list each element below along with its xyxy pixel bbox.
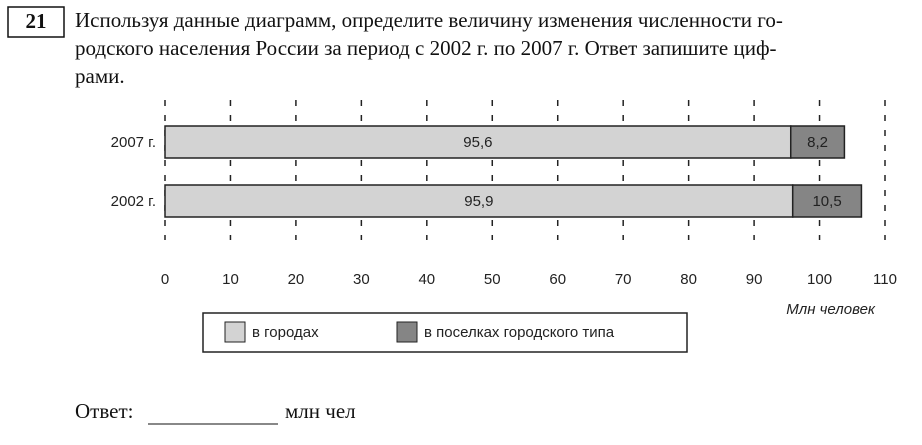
question-line: Используя данные диаграмм, определите ве… bbox=[75, 8, 783, 32]
x-tick-label: 50 bbox=[484, 271, 501, 288]
value-label: 95,6 bbox=[463, 134, 492, 151]
bar-segment bbox=[789, 125, 846, 159]
x-tick-label: 60 bbox=[549, 271, 566, 288]
question-number: 21 bbox=[26, 9, 47, 33]
x-tick-label: 100 bbox=[807, 271, 832, 288]
value-label: 10,5 bbox=[812, 193, 841, 210]
y-tick-label: 2002 г. bbox=[111, 193, 156, 210]
value-label: 95,9 bbox=[464, 193, 493, 210]
bar-segment bbox=[791, 184, 863, 218]
x-tick-label: 70 bbox=[615, 271, 632, 288]
legend-box bbox=[202, 312, 688, 353]
x-tick-label: 0 bbox=[161, 271, 169, 288]
x-tick-label: 20 bbox=[288, 271, 305, 288]
x-tick-label: 110 bbox=[873, 271, 897, 288]
x-tick-label: 40 bbox=[418, 271, 435, 288]
question-line: рами. bbox=[75, 64, 125, 88]
y-tick-label: 2007 г. bbox=[111, 134, 156, 151]
x-tick-label: 80 bbox=[680, 271, 697, 288]
answer-unit: млн чел bbox=[285, 399, 356, 423]
legend-swatch bbox=[396, 321, 418, 343]
number-box bbox=[7, 6, 65, 38]
answer-label: Ответ: bbox=[75, 399, 133, 423]
bar-segment bbox=[164, 184, 794, 218]
x-axis-label: Млн человек bbox=[786, 301, 876, 318]
value-label: 8,2 bbox=[807, 134, 828, 151]
legend-label: в поселках городского типа bbox=[424, 324, 615, 341]
question-line: родского населения России за период с 20… bbox=[75, 36, 777, 60]
x-tick-label: 30 bbox=[353, 271, 370, 288]
legend-swatch bbox=[224, 321, 246, 343]
legend-label: в городах bbox=[252, 324, 319, 341]
x-tick-label: 90 bbox=[746, 271, 763, 288]
x-tick-label: 10 bbox=[222, 271, 239, 288]
